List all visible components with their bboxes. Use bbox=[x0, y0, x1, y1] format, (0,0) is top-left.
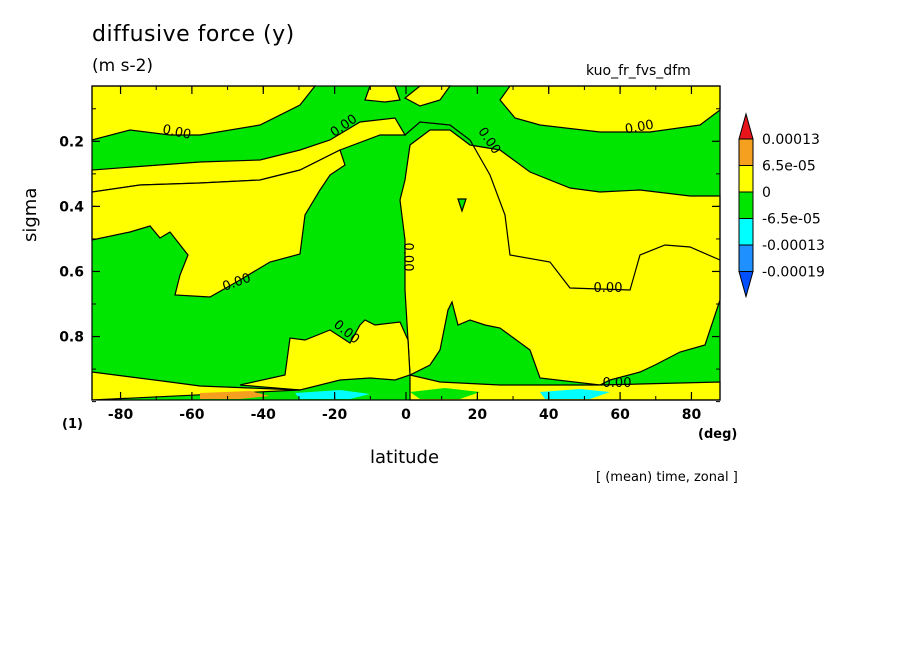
contour-label: 0.00 bbox=[624, 118, 655, 138]
colorbar-label: 0.00013 bbox=[762, 132, 820, 148]
contour-label: 0.00 bbox=[161, 122, 192, 143]
colorbar-top-arrow bbox=[738, 112, 754, 140]
y-tick-label: 0.2 bbox=[59, 134, 84, 150]
colorbar: 0.00013 6.5e-05 0 -6.5e-05 -0.00013 -0.00019 bbox=[738, 112, 825, 299]
x-tick-label: 80 bbox=[682, 407, 702, 423]
variable-name: kuo_fr_fvs_dfm bbox=[586, 63, 691, 79]
positive-region bbox=[91, 149, 346, 298]
chart-units: (m s-2) bbox=[92, 56, 154, 76]
colorbar-segment bbox=[738, 138, 754, 166]
y-tick-label: 0.6 bbox=[59, 264, 84, 280]
chart-title: diffusive force (y) bbox=[92, 22, 295, 47]
x-tick-label: -80 bbox=[108, 407, 134, 423]
x-tick-label: -60 bbox=[179, 407, 205, 423]
colorbar-label: 6.5e-05 bbox=[762, 159, 816, 175]
colorbar-bottom-arrow bbox=[738, 271, 754, 299]
positive-region bbox=[91, 85, 317, 141]
colorbar-segment bbox=[738, 191, 754, 219]
positive-region bbox=[399, 121, 721, 386]
positive-region bbox=[403, 85, 452, 107]
x-tick-label: -20 bbox=[322, 407, 348, 423]
panel-label: (1) bbox=[62, 417, 83, 432]
x-axis-label: latitude bbox=[370, 447, 440, 468]
x-axis: -80 -60 -40 -20 0 20 40 60 80 bbox=[108, 86, 702, 423]
y-tick-label: 0.4 bbox=[59, 199, 84, 215]
y-axis: 0.2 0.4 0.6 0.8 bbox=[59, 108, 720, 403]
contour-fills bbox=[91, 85, 721, 401]
contour-label: 0.00 bbox=[400, 243, 415, 272]
colorbar-label: -6.5e-05 bbox=[762, 212, 821, 228]
positive-region bbox=[239, 319, 411, 391]
colorbar-label: 0 bbox=[762, 185, 771, 201]
colorbar-label: -0.00013 bbox=[762, 238, 825, 254]
y-tick-label: 0.8 bbox=[59, 330, 84, 346]
contour-label: 0.00 bbox=[594, 281, 623, 296]
x-tick-label: -40 bbox=[251, 407, 277, 423]
colorbar-segment bbox=[738, 218, 754, 246]
x-tick-label: 40 bbox=[539, 407, 559, 423]
negative-region bbox=[410, 388, 480, 399]
contour-label: 0.00 bbox=[603, 376, 632, 391]
positive-region bbox=[200, 391, 270, 399]
colorbar-segment bbox=[738, 165, 754, 193]
negative-region bbox=[295, 390, 370, 399]
x-axis-unit: (deg) bbox=[698, 427, 738, 442]
negative-region bbox=[540, 389, 610, 399]
footer-note: [ (mean) time, zonal ] bbox=[596, 470, 738, 485]
x-tick-label: 0 bbox=[401, 407, 411, 423]
x-tick-label: 20 bbox=[468, 407, 488, 423]
colorbar-label: -0.00019 bbox=[762, 265, 825, 281]
x-tick-label: 60 bbox=[610, 407, 630, 423]
colorbar-segment bbox=[738, 244, 754, 272]
positive-region bbox=[457, 198, 467, 213]
